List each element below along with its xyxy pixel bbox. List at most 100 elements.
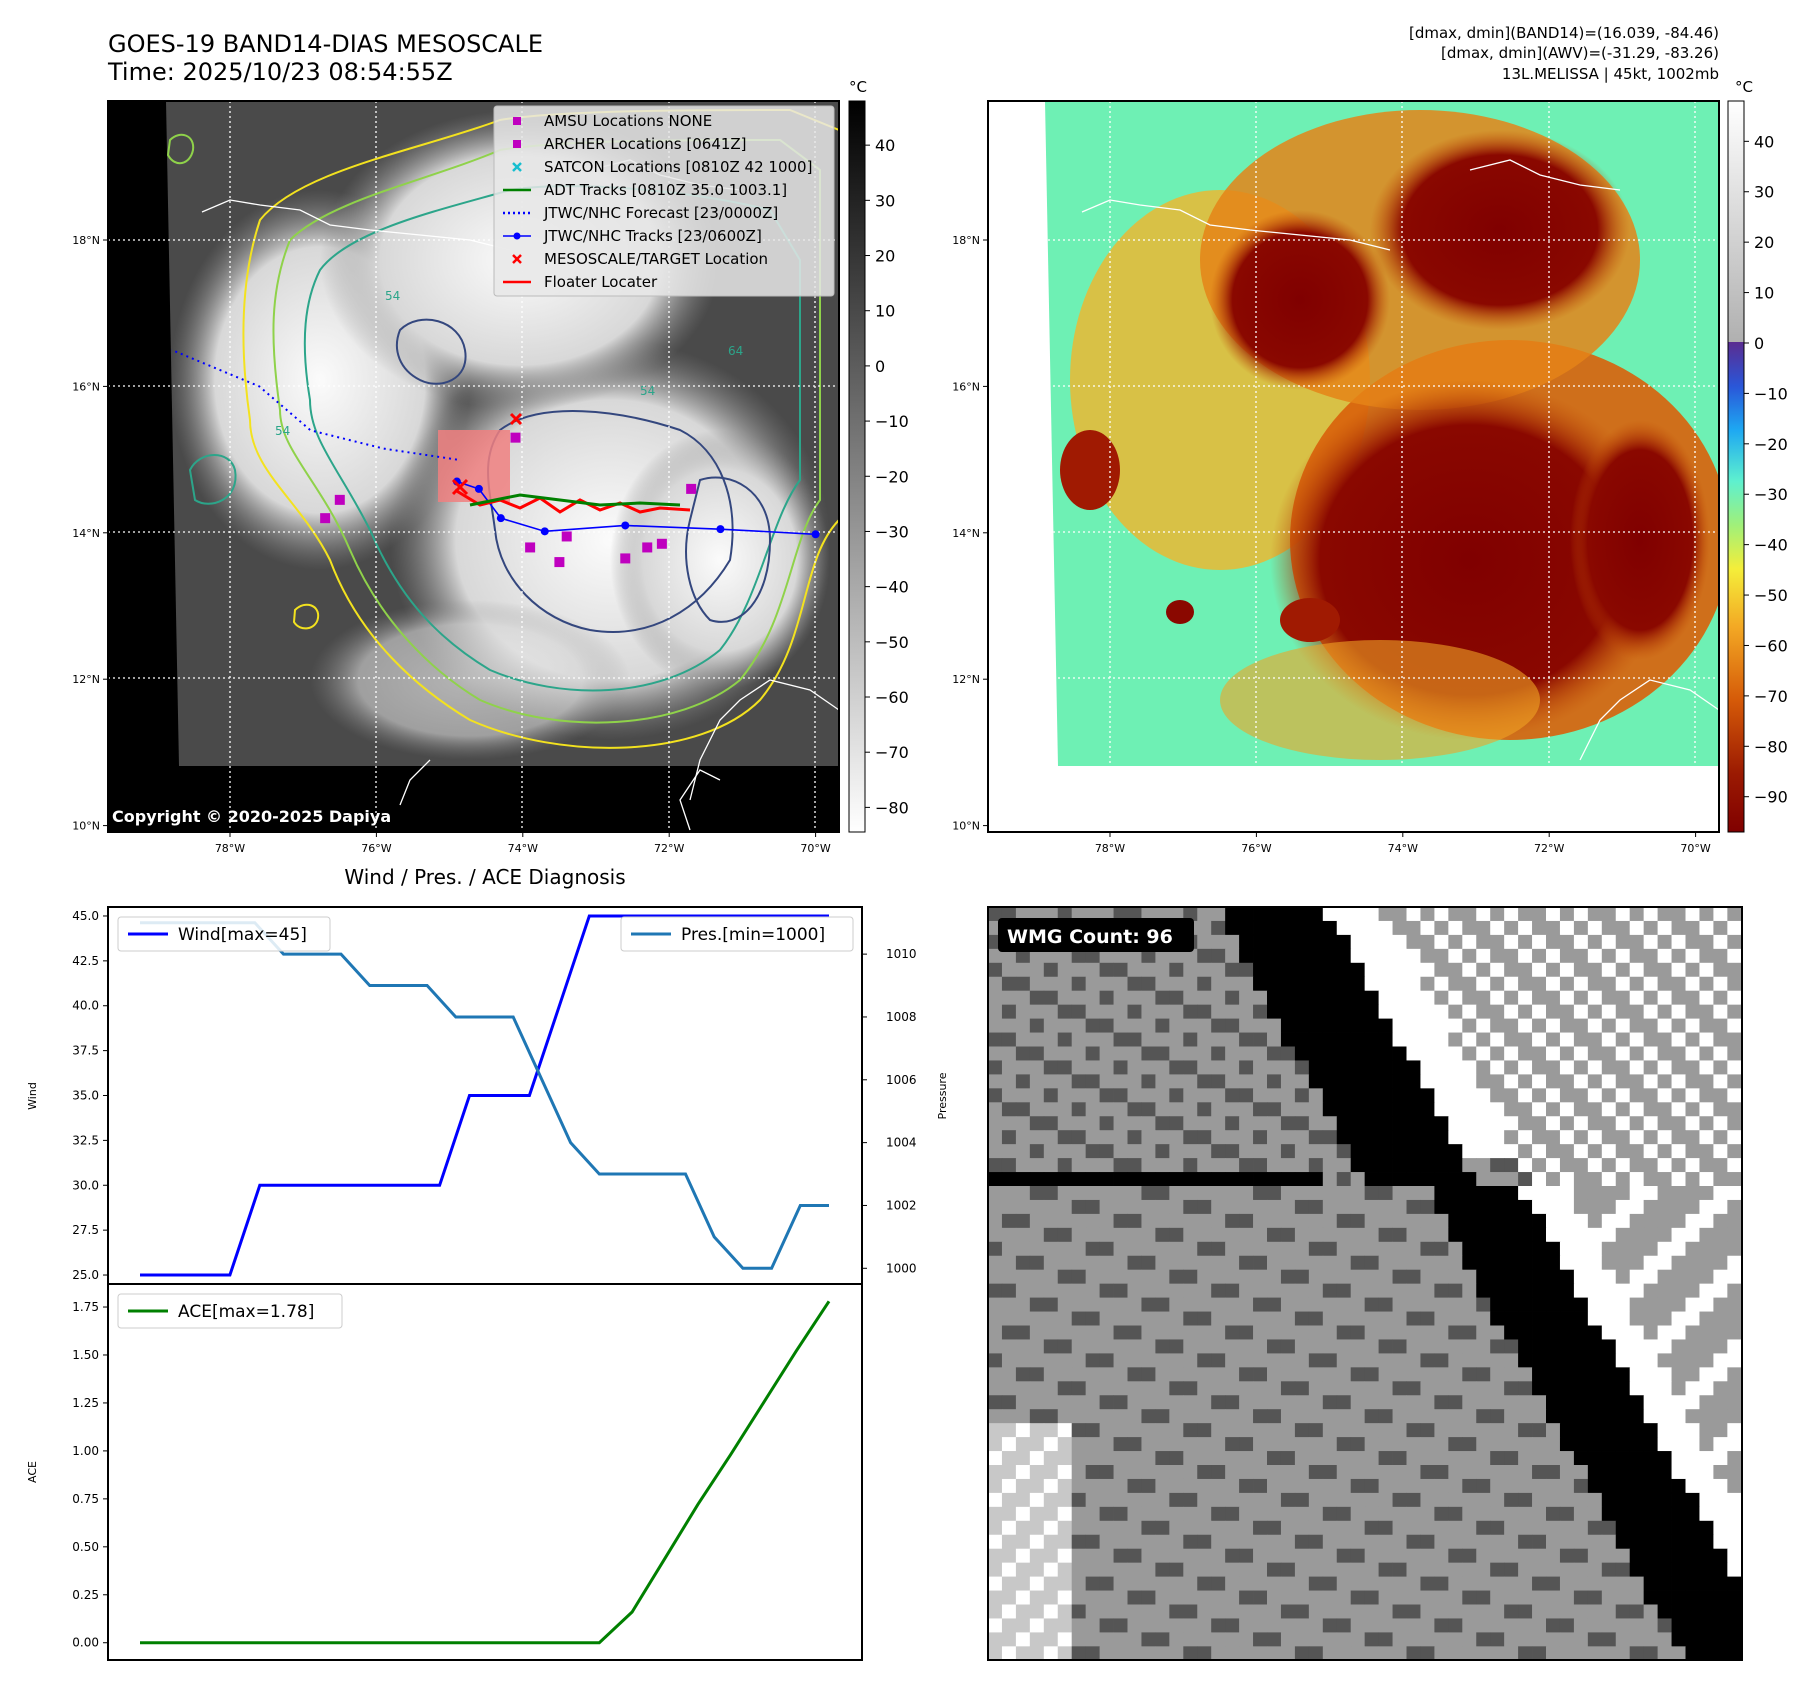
wmg-cell [1462, 1074, 1477, 1089]
wmg-cell [1643, 1465, 1658, 1480]
wmg-cell [1546, 1004, 1561, 1019]
wmg-cell [1559, 1325, 1575, 1340]
wmg-cell [1727, 1590, 1742, 1605]
wmg-cell [1587, 1032, 1603, 1047]
wmg-cell [1336, 1213, 1352, 1229]
wmg-cell [1448, 1478, 1463, 1494]
wmg-cell [1308, 1562, 1324, 1577]
wmg-cell [1573, 1423, 1589, 1438]
wmg-cell [1434, 976, 1449, 992]
lat-tick-label: 16°N [952, 380, 980, 393]
wmg-cell [1127, 1199, 1142, 1215]
wmg-cell [1629, 1367, 1645, 1382]
wmg-cell [1378, 1520, 1393, 1536]
legend-marker-x [512, 162, 522, 172]
wmg-cell [1615, 1158, 1631, 1173]
wmg-cell [1057, 1311, 1073, 1326]
wmg-cell [1336, 934, 1352, 950]
wmg-cell [1490, 1074, 1505, 1089]
wmg-cell [1113, 1325, 1128, 1340]
wmg-cell [1336, 1116, 1352, 1131]
wmg-cell [1001, 1367, 1017, 1382]
wmg-cell [1253, 1158, 1268, 1173]
wmg-cell [1615, 1534, 1631, 1550]
wmg-cell [1434, 1437, 1449, 1452]
wmg-cell [1713, 1423, 1728, 1438]
wmg-cell [1029, 1353, 1045, 1368]
wmg-cell [1197, 1088, 1212, 1103]
wmg-cell [1476, 1130, 1491, 1145]
wmg-cell [1671, 1590, 1686, 1605]
wmg-cell [1322, 1590, 1338, 1605]
wmg-cell [1239, 1018, 1254, 1033]
wmg-cell [1294, 990, 1310, 1006]
wmg-cell [1169, 1534, 1184, 1550]
wmg-cell [1448, 1534, 1463, 1550]
wmg-cell [1378, 1618, 1393, 1633]
wmg-cell [1071, 1409, 1087, 1424]
wmg-cell [1071, 1562, 1087, 1577]
wmg-cell [1448, 907, 1463, 922]
wmg-cell [1532, 1381, 1547, 1396]
wmg-cell [1267, 1409, 1282, 1424]
wmg-cell [1211, 1492, 1226, 1508]
wmg-cell [1113, 1130, 1128, 1145]
wmg-cell [1211, 1506, 1226, 1522]
wmg-cell [1141, 1227, 1156, 1243]
wmg-cell [1085, 1255, 1100, 1271]
wmg-cell [1322, 1004, 1338, 1019]
wmg-cell [1211, 1158, 1226, 1173]
wmg-cell [1364, 1297, 1379, 1312]
wmg-cell [1532, 948, 1547, 964]
wmg-cell [1015, 1506, 1031, 1522]
wmg-cell [1559, 1269, 1575, 1285]
wmg-cell [1643, 1339, 1658, 1354]
wmg-cell [1573, 1492, 1589, 1508]
ir-legend-box [493, 105, 835, 297]
wmg-cell [1420, 1241, 1435, 1257]
wmg-cell [1155, 1130, 1170, 1145]
wmg-cell [1057, 1241, 1073, 1257]
wmg-cell [1350, 1186, 1366, 1201]
wmg-cell [1001, 1116, 1017, 1131]
wmg-cell [1267, 1437, 1282, 1452]
wmg-cell [1490, 1255, 1505, 1271]
wmg-cell [1211, 1018, 1226, 1033]
wmg-cell [1141, 1534, 1156, 1550]
wmg-cell [1699, 1590, 1714, 1605]
wmg-cell [988, 976, 1003, 992]
wmg-cell [1155, 1213, 1170, 1229]
wmg-cell [1127, 1478, 1142, 1494]
wmg-cell [1518, 1395, 1533, 1410]
wmg-cell [1587, 907, 1603, 922]
wmg-cell [1629, 1199, 1645, 1215]
legend-label: ADT Tracks [0810Z 35.0 1003.1] [544, 181, 787, 199]
wmg-cell [1364, 1325, 1379, 1340]
wmg-cell [1001, 1520, 1017, 1536]
wmg-cell [1183, 1158, 1198, 1173]
wmg-cell [1350, 1255, 1366, 1271]
wmg-cell [1127, 1227, 1142, 1243]
wmg-cell [1727, 1186, 1742, 1201]
wmg-cell [1392, 1423, 1407, 1438]
wmg-cell [1699, 1116, 1714, 1131]
wmg-cell [1294, 1060, 1310, 1075]
wmg-cell [1699, 1213, 1714, 1229]
wmg-cell [1322, 1409, 1338, 1424]
wmg-cell [1336, 1353, 1352, 1368]
wmg-cell [1629, 1102, 1645, 1117]
wmg-cell [1113, 1046, 1128, 1061]
wind-tick-label: 25.0 [72, 1268, 99, 1282]
wmg-cell [1113, 907, 1128, 922]
wmg-cell [1169, 1144, 1184, 1159]
jtwc-track-point [540, 527, 549, 536]
wmg-cell [1294, 1478, 1310, 1494]
wmg-cell [1336, 1367, 1352, 1382]
wmg-cell [1671, 1353, 1686, 1368]
enh-cloud-field [1060, 110, 1719, 760]
wmg-cell [1559, 907, 1575, 922]
wmg-cell [1462, 1186, 1477, 1201]
wmg-cell [1141, 1576, 1156, 1591]
wmg-cell [1476, 1409, 1491, 1424]
wmg-cell [1225, 1632, 1240, 1647]
